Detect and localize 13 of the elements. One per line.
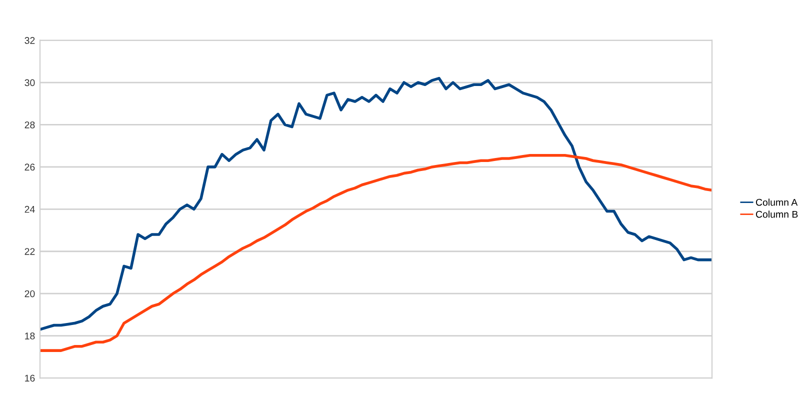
y-tick-label: 16 <box>25 374 35 382</box>
y-tick-label: 18 <box>25 332 35 340</box>
y-tick-label: 32 <box>24 37 35 44</box>
legend-label: Column A <box>756 198 798 206</box>
y-tick-label: 28 <box>24 121 35 128</box>
y-tick-label: 22 <box>24 248 35 255</box>
y-tick-label: 24 <box>24 206 35 213</box>
y-tick-label: 20 <box>24 290 35 298</box>
line-series <box>40 154 712 352</box>
y-tick-label: 26 <box>24 164 35 171</box>
line-series <box>40 76 712 331</box>
y-tick-label: 30 <box>24 79 35 86</box>
legend-label: Column B <box>756 210 798 218</box>
